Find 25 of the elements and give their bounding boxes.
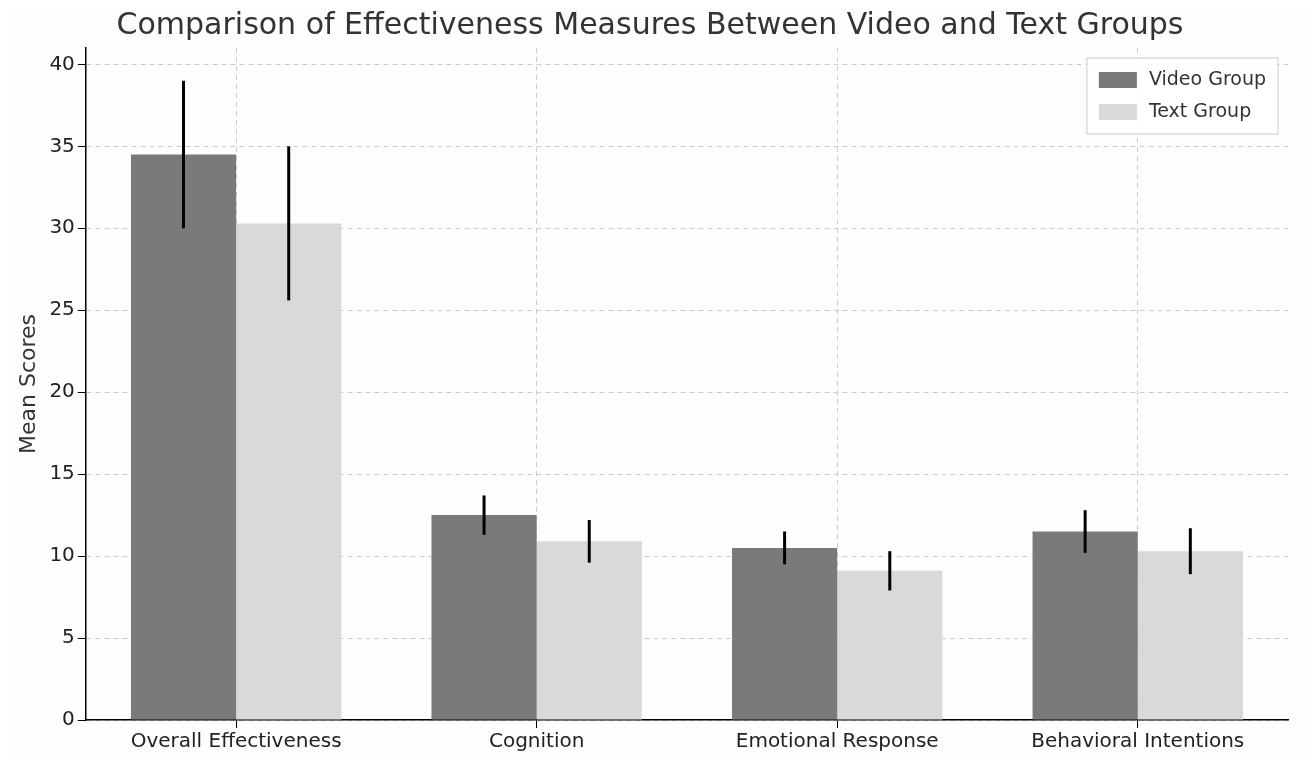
bar xyxy=(431,515,537,720)
bar xyxy=(1032,531,1138,720)
x-tick-label: Emotional Response xyxy=(735,728,939,753)
legend-label: Text Group xyxy=(1147,98,1252,121)
y-tick-label: 10 xyxy=(49,542,75,567)
chart-title: Comparison of Effectiveness Measures Between Video and Text Groups xyxy=(116,5,1184,41)
y-tick-label: 0 xyxy=(62,706,75,731)
bar xyxy=(536,541,642,720)
y-tick-label: 30 xyxy=(49,214,75,239)
bar xyxy=(130,154,237,720)
y-axis-title: Mean Scores xyxy=(14,313,40,455)
x-tick-label: Cognition xyxy=(488,728,585,753)
bar xyxy=(732,547,838,720)
legend-label: Video Group xyxy=(1148,66,1267,89)
x-tick-label: Behavioral Intentions xyxy=(1031,728,1245,753)
y-tick-label: 20 xyxy=(49,378,75,403)
x-tick-label: Overall Effectiveness xyxy=(130,728,342,753)
bar xyxy=(1137,551,1243,720)
bar xyxy=(236,223,342,720)
y-tick-label: 5 xyxy=(62,624,75,649)
y-tick-label: 15 xyxy=(49,460,75,485)
bar xyxy=(837,570,943,720)
y-tick-label: 35 xyxy=(49,132,75,157)
y-tick-label: 40 xyxy=(49,50,75,75)
y-tick-label: 25 xyxy=(49,296,75,321)
